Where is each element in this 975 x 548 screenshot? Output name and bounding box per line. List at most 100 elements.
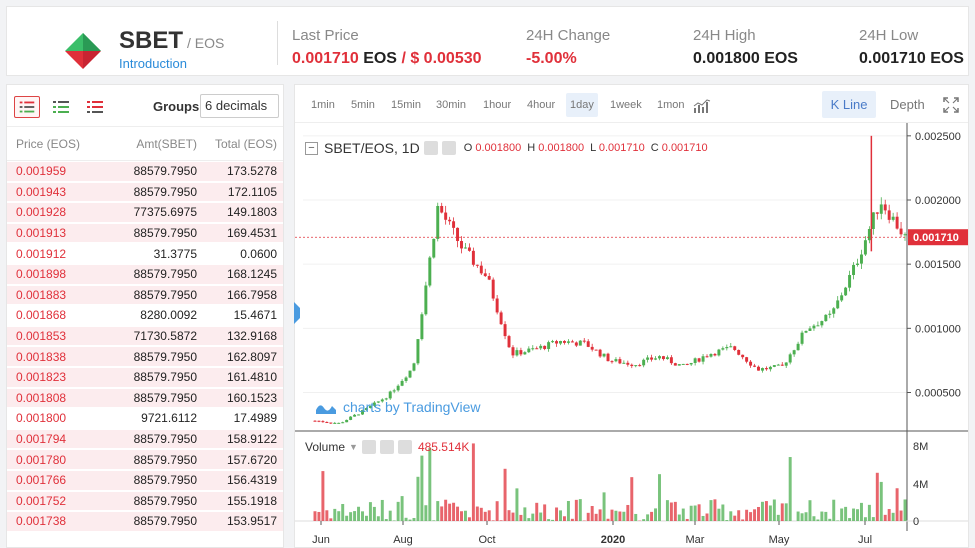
depth-tab[interactable]: Depth bbox=[890, 97, 925, 112]
volume-bar bbox=[341, 503, 345, 521]
timeframe-1week[interactable]: 1week bbox=[610, 99, 642, 111]
table-row[interactable]: 0.001800 9721.6112 17.4989 bbox=[7, 408, 283, 429]
order-amount: 88579.7950 bbox=[133, 349, 197, 364]
volume-bar bbox=[559, 510, 562, 521]
candle-body bbox=[523, 352, 527, 355]
table-row[interactable]: 0.001838 88579.7950 162.8097 bbox=[7, 346, 283, 367]
table-row[interactable]: 0.001913 88579.7950 169.4531 bbox=[7, 223, 283, 244]
table-row[interactable]: 0.001928 77375.6975 149.1803 bbox=[7, 202, 283, 223]
candle-body bbox=[566, 341, 570, 343]
table-row[interactable]: 0.001738 88579.7950 153.9517 bbox=[7, 511, 283, 532]
timeframe-1day[interactable]: 1day bbox=[566, 93, 598, 117]
view-sell-icon[interactable] bbox=[82, 96, 108, 118]
candle-body bbox=[606, 353, 610, 362]
introduction-link[interactable]: Introduction bbox=[119, 56, 187, 71]
groups-select[interactable]: 6 decimals bbox=[200, 94, 279, 118]
candle-body bbox=[440, 205, 444, 213]
candle-body bbox=[784, 362, 788, 366]
volume-settings-icon[interactable] bbox=[361, 440, 376, 454]
candle-body bbox=[654, 358, 658, 360]
volume-bar bbox=[460, 511, 463, 521]
table-row[interactable]: 0.001823 88579.7950 161.4810 bbox=[7, 367, 283, 388]
volume-bar bbox=[745, 509, 749, 521]
kline-tab[interactable]: K Line bbox=[822, 91, 876, 118]
volume-bar bbox=[741, 519, 745, 521]
table-row[interactable]: 0.001943 88579.7950 172.1105 bbox=[7, 182, 283, 203]
volume-bar bbox=[547, 519, 551, 521]
table-row[interactable]: 0.001898 88579.7950 168.1245 bbox=[7, 264, 283, 285]
view-both-icon[interactable] bbox=[14, 96, 40, 118]
candle-body bbox=[642, 359, 646, 366]
candle-body bbox=[883, 204, 887, 211]
timeframe-1min[interactable]: 1min bbox=[311, 99, 335, 111]
volume-bar bbox=[364, 515, 368, 521]
fullscreen-icon[interactable] bbox=[943, 97, 959, 113]
candle-body bbox=[368, 405, 372, 409]
candle-body bbox=[661, 356, 665, 360]
table-row[interactable]: 0.001794 88579.7950 158.9122 bbox=[7, 429, 283, 450]
view-buy-icon[interactable] bbox=[48, 96, 74, 118]
candle-body bbox=[745, 357, 749, 362]
tradingview-watermark[interactable]: charts by TradingView bbox=[315, 399, 480, 415]
table-row[interactable]: 0.001883 88579.7950 166.7958 bbox=[7, 285, 283, 306]
volume-bar bbox=[824, 511, 828, 521]
header-divider bbox=[277, 21, 278, 65]
volume-bar bbox=[665, 500, 669, 521]
order-total: 15.4671 bbox=[233, 308, 277, 323]
volume-bar bbox=[325, 510, 329, 521]
volume-bar bbox=[357, 506, 361, 521]
table-row[interactable]: 0.001752 88579.7950 155.1918 bbox=[7, 491, 283, 512]
candle-body bbox=[610, 361, 614, 363]
settings-icon[interactable] bbox=[423, 141, 438, 155]
eye-icon[interactable] bbox=[441, 141, 456, 155]
order-price: 0.001928 bbox=[16, 205, 67, 220]
volume-eye-icon[interactable] bbox=[379, 440, 394, 454]
table-row[interactable]: 0.001868 8280.0092 15.4671 bbox=[7, 305, 283, 326]
volume-bar bbox=[816, 519, 820, 521]
candle-body bbox=[891, 216, 895, 220]
volume-close-icon[interactable] bbox=[397, 440, 412, 454]
timeframe-15min[interactable]: 15min bbox=[391, 99, 421, 111]
chart-panel: 1min 5min 15min 30min 1hour 4hour 1day 1week 1mo… bbox=[294, 84, 969, 548]
table-row[interactable]: 0.001780 88579.7950 157.6720 bbox=[7, 449, 283, 470]
x-tick-label: Aug bbox=[393, 534, 413, 546]
last-price-stat: Last Price 0.001710 EOS / $ 0.00530 bbox=[292, 27, 482, 68]
volume-bar bbox=[543, 504, 547, 521]
order-amount: 88579.7950 bbox=[133, 267, 197, 282]
table-row[interactable]: 0.001808 88579.7950 160.1523 bbox=[7, 388, 283, 409]
candle-body bbox=[535, 348, 539, 350]
candle-body bbox=[776, 364, 780, 366]
collapse-panel-icon[interactable] bbox=[294, 302, 300, 324]
candle-body bbox=[333, 422, 337, 424]
volume-bar bbox=[685, 518, 689, 521]
volume-bar bbox=[527, 518, 531, 521]
candle-body bbox=[444, 212, 448, 220]
timeframe-30min[interactable]: 30min bbox=[436, 99, 466, 111]
table-row[interactable]: 0.001766 88579.7950 156.4319 bbox=[7, 470, 283, 491]
volume-bar bbox=[812, 516, 816, 521]
candle-body bbox=[321, 421, 325, 423]
collapse-icon[interactable]: − bbox=[305, 141, 318, 155]
table-row[interactable]: 0.001959 88579.7950 173.5278 bbox=[7, 161, 283, 182]
timeframe-5min[interactable]: 5min bbox=[351, 99, 375, 111]
indicators-icon[interactable] bbox=[693, 99, 711, 113]
volume-bar bbox=[436, 501, 440, 521]
volume-bar bbox=[749, 512, 753, 521]
timeframe-1mon[interactable]: 1mon bbox=[657, 99, 685, 111]
price-chart[interactable]: 0.001710 0.000500 0.001000 0.001500 0.002000… bbox=[295, 123, 969, 548]
timeframe-1hour[interactable]: 1hour bbox=[483, 99, 512, 111]
candle-body bbox=[416, 339, 420, 364]
candle-body bbox=[543, 345, 547, 349]
volume-bar bbox=[523, 507, 527, 521]
candle-body bbox=[741, 354, 745, 358]
volume-bar bbox=[634, 513, 638, 521]
table-row[interactable]: 0.001912 31.3775 0.0600 bbox=[7, 243, 283, 264]
volume-bar bbox=[317, 511, 321, 521]
order-price: 0.001738 bbox=[16, 514, 67, 529]
candle-body bbox=[341, 422, 345, 424]
depth-bar bbox=[7, 347, 283, 366]
candle-body bbox=[396, 385, 400, 391]
volume-bar bbox=[432, 520, 436, 521]
timeframe-4hour[interactable]: 4hour bbox=[527, 99, 556, 111]
table-row[interactable]: 0.001853 71730.5872 132.9168 bbox=[7, 326, 283, 347]
